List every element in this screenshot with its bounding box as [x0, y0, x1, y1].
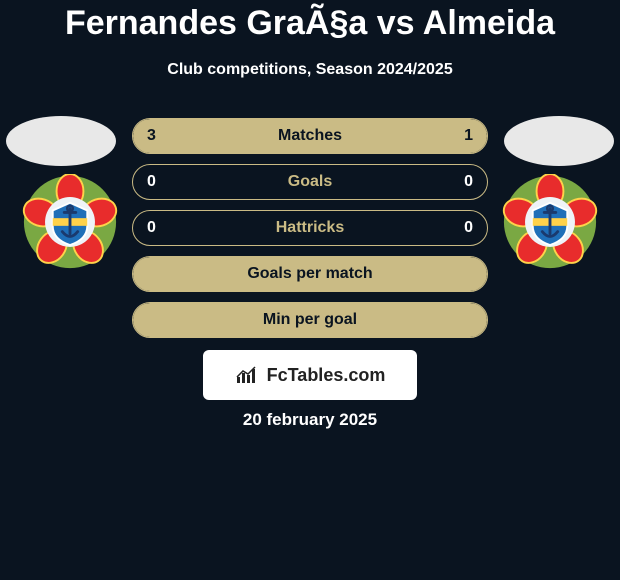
stat-label: Hattricks	[133, 219, 487, 237]
stat-label: Goals per match	[133, 265, 487, 283]
stat-label: Matches	[133, 127, 487, 145]
stat-value-right: 0	[464, 173, 473, 191]
stat-label: Goals	[133, 173, 487, 191]
stat-value-left: 0	[147, 173, 156, 191]
stat-value-right: 1	[464, 127, 473, 145]
logo-text: FcTables.com	[267, 365, 386, 386]
club-crest-left	[22, 174, 118, 270]
stat-value-left: 3	[147, 127, 156, 145]
fctables-logo: FcTables.com	[203, 350, 417, 400]
stat-value-right: 0	[464, 219, 473, 237]
page-title: Fernandes GraÃ§a vs Almeida	[0, 0, 620, 43]
stat-row: Goals per match	[132, 256, 488, 292]
stat-label: Min per goal	[133, 311, 487, 329]
stat-value-left: 0	[147, 219, 156, 237]
bars-icon	[235, 365, 261, 385]
date-label: 20 february 2025	[0, 410, 620, 430]
stats-container: Matches31Goals00Hattricks00Goals per mat…	[132, 118, 488, 348]
club-crest-right	[502, 174, 598, 270]
player-avatar-right	[504, 116, 614, 166]
player-avatar-left	[6, 116, 116, 166]
stat-row: Min per goal	[132, 302, 488, 338]
page-subtitle: Club competitions, Season 2024/2025	[0, 61, 620, 79]
stat-row: Matches3 1	[132, 118, 488, 154]
stat-row: Hattricks0 0	[132, 210, 488, 246]
stat-row: Goals0 0	[132, 164, 488, 200]
